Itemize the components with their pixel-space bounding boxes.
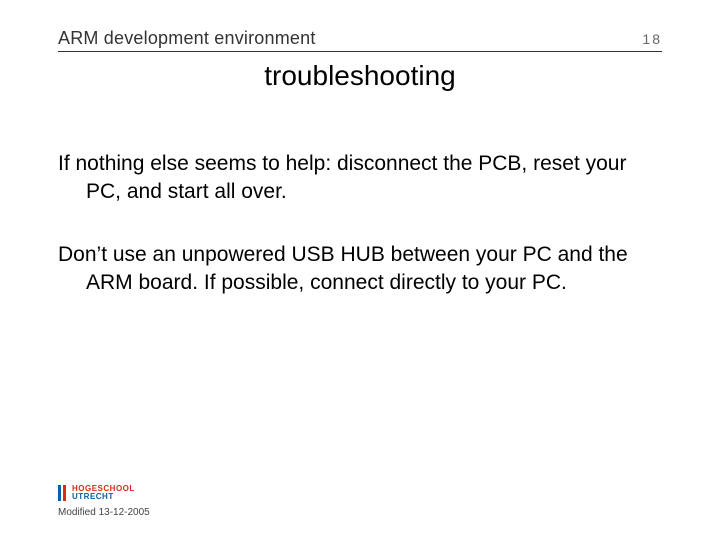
modified-date: Modified 13-12-2005 xyxy=(58,507,150,518)
page-number: 18 xyxy=(642,31,662,47)
logo-bars-icon xyxy=(58,485,66,501)
paragraph: Don’t use an unpowered USB HUB between y… xyxy=(58,241,662,298)
logo-bar xyxy=(63,485,66,501)
slide-title: troubleshooting xyxy=(0,60,720,92)
logo-text-bottom: UTRECHT xyxy=(72,493,135,501)
paragraph: If nothing else seems to help: disconnec… xyxy=(58,150,662,207)
logo-bar xyxy=(58,485,61,501)
slide-body: If nothing else seems to help: disconnec… xyxy=(58,150,662,331)
logo-text: HOGESCHOOL UTRECHT xyxy=(72,485,135,501)
hogeschool-utrecht-logo: HOGESCHOOL UTRECHT xyxy=(58,485,150,501)
slide-header: ARM development environment 18 xyxy=(58,28,662,52)
header-title: ARM development environment xyxy=(58,28,316,49)
slide-footer: HOGESCHOOL UTRECHT Modified 13-12-2005 xyxy=(58,485,150,518)
